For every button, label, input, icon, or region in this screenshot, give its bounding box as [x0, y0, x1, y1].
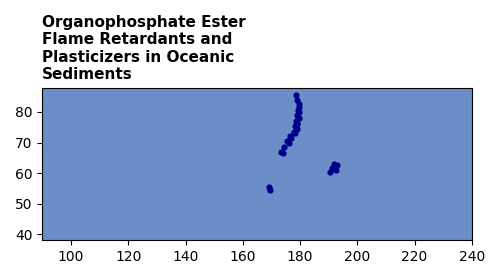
Point	[328, 166, 336, 171]
Point	[330, 162, 338, 166]
Point	[294, 102, 302, 107]
Point	[295, 110, 303, 114]
Point	[334, 163, 342, 168]
Point	[295, 116, 303, 120]
Point	[293, 127, 301, 131]
Point	[292, 121, 300, 125]
Point	[280, 145, 288, 149]
Point	[279, 151, 287, 155]
Point	[266, 188, 274, 192]
Point	[278, 150, 285, 154]
Point	[296, 105, 304, 110]
Point	[291, 124, 299, 128]
Point	[294, 108, 302, 113]
Point	[290, 130, 298, 134]
Point	[283, 139, 291, 143]
Point	[326, 169, 334, 174]
Point	[292, 125, 300, 129]
Point	[292, 119, 300, 123]
Point	[332, 168, 340, 172]
Point	[291, 131, 299, 136]
Point	[286, 134, 294, 139]
Text: Organophosphate Ester
Flame Retardants and
Plasticizers in Oceanic
Sediments: Organophosphate Ester Flame Retardants a…	[42, 15, 246, 82]
Point	[293, 98, 301, 102]
Point	[294, 121, 302, 126]
Point	[293, 113, 301, 117]
Point	[294, 114, 302, 119]
Point	[292, 93, 300, 97]
Point	[288, 136, 296, 140]
Point	[264, 185, 272, 189]
Point	[284, 140, 292, 145]
